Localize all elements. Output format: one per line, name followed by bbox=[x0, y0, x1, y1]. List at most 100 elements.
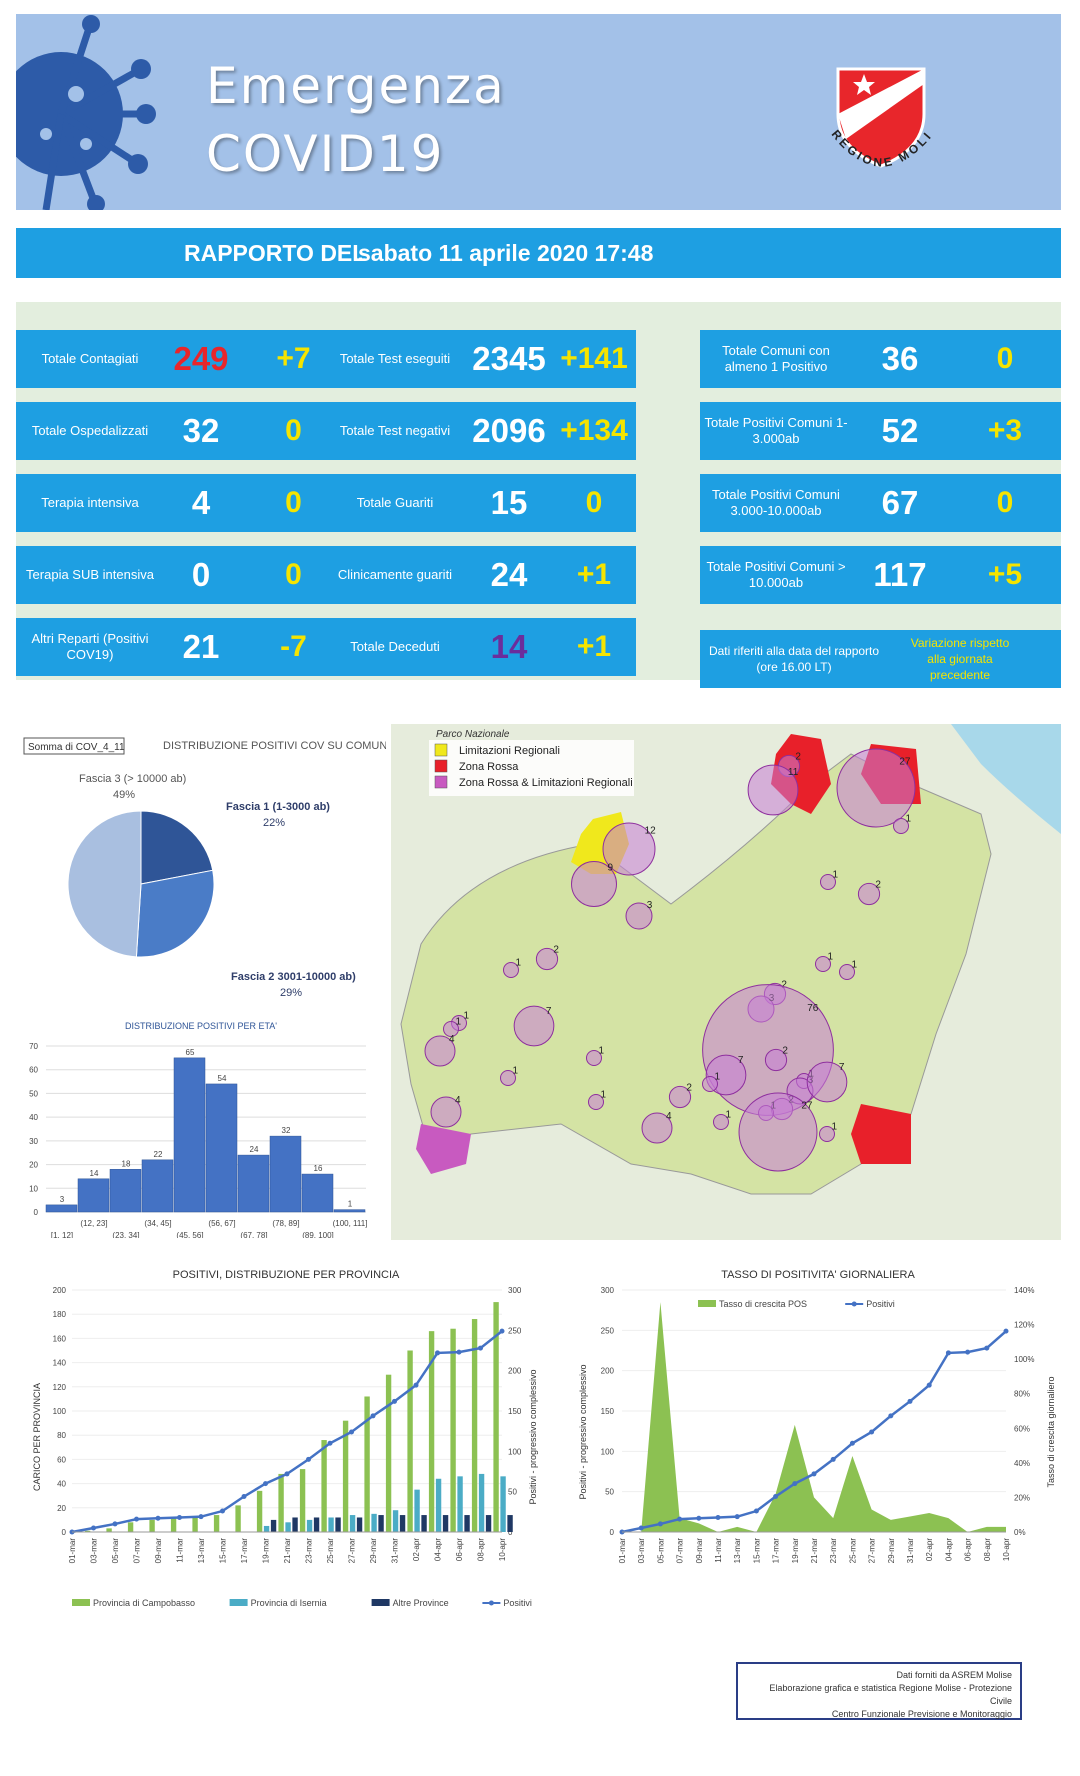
prov-y2tick: 50 bbox=[508, 1488, 517, 1497]
prov-point bbox=[413, 1382, 419, 1388]
x-tick: 17-mar bbox=[240, 1538, 249, 1564]
pie-pct-fascia1: 22% bbox=[263, 817, 285, 829]
stat-box-col2-4: Totale Deceduti 14 +1 bbox=[316, 618, 636, 676]
stat-label: Totale Contagiati bbox=[41, 351, 139, 366]
x-tick: 10-apr bbox=[1002, 1538, 1011, 1561]
x-tick: 19-mar bbox=[791, 1538, 800, 1564]
age-ytick: 60 bbox=[29, 1066, 38, 1075]
stat-delta: 0 bbox=[996, 486, 1014, 519]
prov-bar bbox=[213, 1515, 220, 1532]
stat-delta: 0 bbox=[585, 486, 603, 519]
stat-box-col3-3: Totale Positivi Comuni > 10.000ab 117 +5 bbox=[700, 546, 1061, 604]
province-chart: POSITIVI, DISTRIBUZIONE PER PROVINCIA CA… bbox=[32, 1269, 538, 1608]
stat-label: Totale Positivi Comuni 3.000-10.000ab bbox=[712, 487, 840, 518]
prov-ytick: 160 bbox=[53, 1334, 67, 1343]
x-tick: 06-apr bbox=[964, 1538, 973, 1561]
prov-ytick: 180 bbox=[53, 1310, 67, 1319]
pie-pct-fascia3: 49% bbox=[113, 789, 135, 801]
stat-delta: +141 bbox=[560, 342, 628, 375]
stat-value: 15 bbox=[490, 484, 528, 521]
x-tick: 04-apr bbox=[434, 1538, 443, 1561]
rate-point bbox=[734, 1514, 740, 1520]
x-tick: 03-mar bbox=[90, 1538, 99, 1564]
rate-ytick: 0 bbox=[610, 1528, 615, 1537]
map-bubble-label: 12 bbox=[645, 825, 657, 836]
legend-marker bbox=[488, 1600, 494, 1606]
stat-delta: 0 bbox=[996, 342, 1014, 375]
x-tick: 29-mar bbox=[887, 1538, 896, 1564]
virus-icon bbox=[16, 15, 156, 210]
age-ytick: 40 bbox=[29, 1113, 38, 1122]
stat-label: Clinicamente guariti bbox=[337, 567, 453, 582]
map-bubble bbox=[747, 764, 799, 816]
prov-bar bbox=[478, 1473, 485, 1532]
rate-point bbox=[773, 1494, 779, 1500]
rate-chart-title: TASSO DI POSITIVITA' GIORNALIERA bbox=[721, 1269, 915, 1281]
rate-y2tick: 0% bbox=[1014, 1528, 1026, 1537]
x-tick: 11-mar bbox=[714, 1538, 723, 1563]
rate-point bbox=[830, 1456, 836, 1462]
prov-point bbox=[435, 1350, 440, 1356]
age-chart-title: DISTRIBUZIONE POSITIVI PER ETA' bbox=[125, 1021, 277, 1031]
legend-swatch bbox=[229, 1599, 248, 1606]
map-bubble-label: 1 bbox=[833, 870, 839, 881]
prov-bar bbox=[356, 1517, 363, 1532]
x-tick: 02-apr bbox=[925, 1538, 934, 1561]
pie-slice bbox=[67, 810, 142, 958]
prov-point bbox=[263, 1481, 268, 1487]
x-tick: 13-mar bbox=[733, 1538, 742, 1564]
age-bar bbox=[77, 1178, 110, 1213]
prov-point bbox=[198, 1514, 204, 1520]
age-bar bbox=[333, 1209, 366, 1213]
map-bubble bbox=[806, 1061, 848, 1103]
map-bubble bbox=[839, 964, 855, 980]
age-bar bbox=[45, 1204, 78, 1213]
age-xtick: (45, 56] bbox=[176, 1231, 203, 1238]
age-xtick: (12, 23] bbox=[80, 1219, 107, 1228]
x-tick: 17-mar bbox=[772, 1538, 781, 1564]
note-box: Dati riferiti alla data del rapporto (or… bbox=[700, 630, 1061, 688]
rate-point bbox=[926, 1382, 932, 1388]
map-bubble bbox=[535, 947, 559, 971]
map-bubble-label: 2 bbox=[782, 1046, 788, 1057]
age-bar-label: 65 bbox=[186, 1048, 195, 1057]
stat-box-col3-2: Totale Positivi Comuni 3.000-10.000ab 67 0 bbox=[700, 474, 1061, 532]
age-bar-chart: DISTRIBUZIONE POSITIVI PER ETA' 0 10 20 30 4… bbox=[29, 1021, 367, 1238]
pie-label-fascia3: Fascia 3 (> 10000 ab) bbox=[79, 773, 186, 785]
pie-label-fascia2: Fascia 2 3001-10000 ab) bbox=[231, 971, 356, 983]
map-bubble-label: 2 bbox=[553, 945, 559, 956]
map-bubble-label: 1 bbox=[456, 1017, 462, 1028]
stat-label: Totale Deceduti bbox=[350, 639, 440, 654]
age-bar bbox=[173, 1057, 206, 1213]
x-tick: 25-mar bbox=[326, 1538, 335, 1564]
legend-label: Positivi bbox=[503, 1598, 532, 1608]
age-bar bbox=[237, 1154, 270, 1213]
stat-label: Totale Positivi Comuni 1-3.000ab bbox=[704, 415, 848, 446]
map-bubble bbox=[764, 1048, 788, 1072]
age-bar bbox=[205, 1083, 238, 1213]
stat-label: Totale Ospedalizzati bbox=[31, 423, 149, 438]
prov-bar bbox=[349, 1515, 356, 1532]
pie-pct-fascia2: 29% bbox=[280, 987, 302, 999]
prov-point bbox=[499, 1328, 505, 1334]
age-bar-label: 1 bbox=[348, 1200, 353, 1209]
rate-point bbox=[984, 1345, 990, 1351]
x-tick: 08-apr bbox=[477, 1538, 486, 1561]
province-ylabel: CARICO PER PROVINCIA bbox=[32, 1383, 42, 1491]
rate-point bbox=[1003, 1328, 1009, 1334]
x-tick: 15-mar bbox=[219, 1538, 228, 1564]
map-bubble bbox=[820, 874, 836, 890]
rate-point bbox=[811, 1471, 817, 1477]
age-bar-label: 14 bbox=[90, 1169, 99, 1178]
rate-point bbox=[715, 1514, 721, 1520]
prov-bar bbox=[292, 1517, 298, 1532]
pie-slice bbox=[140, 810, 214, 885]
prov-bar bbox=[378, 1515, 384, 1532]
x-tick: 25-mar bbox=[848, 1538, 857, 1564]
map-bubble bbox=[625, 902, 653, 930]
x-tick: 23-mar bbox=[305, 1538, 314, 1564]
prov-ytick: 200 bbox=[53, 1286, 67, 1295]
prov-bar bbox=[313, 1517, 320, 1532]
rate-point bbox=[657, 1521, 663, 1527]
age-ytick: 30 bbox=[29, 1137, 38, 1146]
